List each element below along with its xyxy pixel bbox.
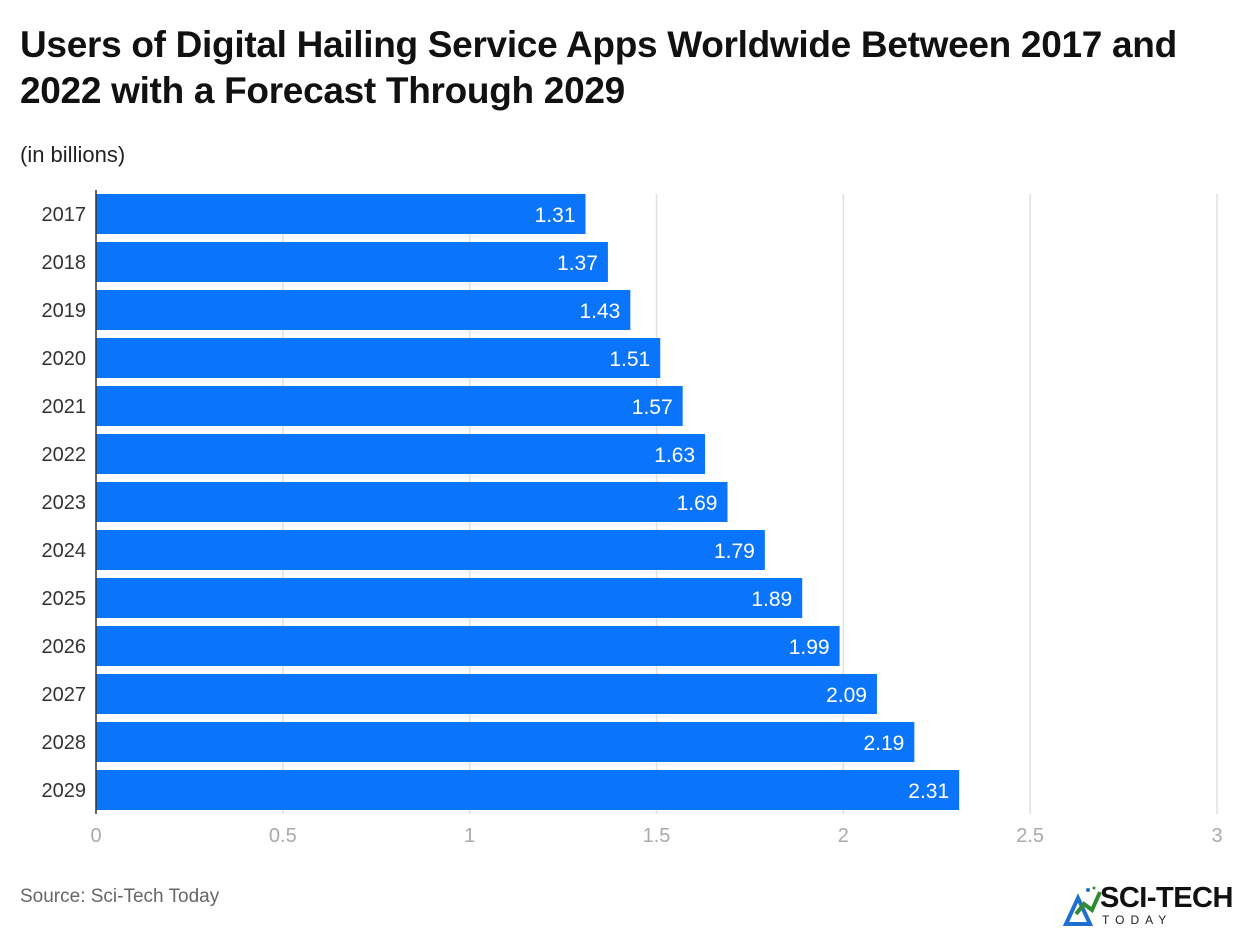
data-label: 1.57 [632,396,673,419]
y-tick-label: 2026 [42,636,87,658]
x-tick-label: 2.5 [1016,825,1044,847]
x-tick-label: 0.5 [269,825,297,847]
bar [96,482,728,522]
bar [96,770,960,810]
y-tick-label: 2029 [42,780,87,802]
data-label: 2.31 [908,780,949,803]
y-tick-label: 2018 [42,252,87,274]
data-label: 1.43 [579,300,620,323]
data-label: 1.89 [751,588,792,611]
data-label: 1.69 [677,492,718,515]
x-tick-label: 0 [90,825,101,847]
data-label: 1.79 [714,540,755,563]
y-tick-label: 2024 [42,540,87,562]
y-tick-label: 2017 [42,204,87,226]
y-tick-label: 2022 [42,444,87,466]
y-tick-label: 2028 [42,732,87,754]
data-label: 2.19 [863,732,904,755]
data-label: 1.31 [535,204,576,227]
bar [96,578,803,618]
data-label: 1.63 [654,444,695,467]
bar [96,674,877,714]
bar [96,530,765,570]
data-label: 2.09 [826,684,867,707]
y-tick-label: 2025 [42,588,87,610]
logo-mark-icon [1062,886,1102,926]
x-tick-label: 3 [1211,825,1222,847]
bar [96,242,608,282]
data-label: 1.99 [789,636,830,659]
y-tick-label: 2019 [42,300,87,322]
data-label: 1.37 [557,252,598,275]
chart-subtitle: (in billions) [20,142,126,167]
y-tick-label: 2023 [42,492,87,514]
logo-subtext: TODAY [1102,913,1173,927]
y-tick-label: 2021 [42,396,87,418]
y-tick-label: 2020 [42,348,87,370]
bar-chart: 0 0.5 1 1.5 2 2.5 3 2017 1.31 2018 1.37 2019 1.43 202… [42,190,1223,847]
bar [96,194,586,234]
data-label: 1.51 [609,348,650,371]
x-tick-label: 1.5 [643,825,671,847]
y-tick-label: 2027 [42,684,87,706]
chart-title: Users of Digital Hailing Service Apps Wo… [20,24,1177,111]
bar [96,626,840,666]
bar [96,434,706,474]
bar [96,722,915,762]
bar [96,386,683,426]
bar [96,290,631,330]
bar [96,338,661,378]
x-tick-label: 2 [838,825,849,847]
source-note: Source: Sci-Tech Today [20,886,220,907]
logo-text: SCI-TECH [1100,882,1233,914]
sci-tech-logo: SCI-TECH TODAY [1062,882,1240,928]
x-tick-label: 1 [464,825,475,847]
